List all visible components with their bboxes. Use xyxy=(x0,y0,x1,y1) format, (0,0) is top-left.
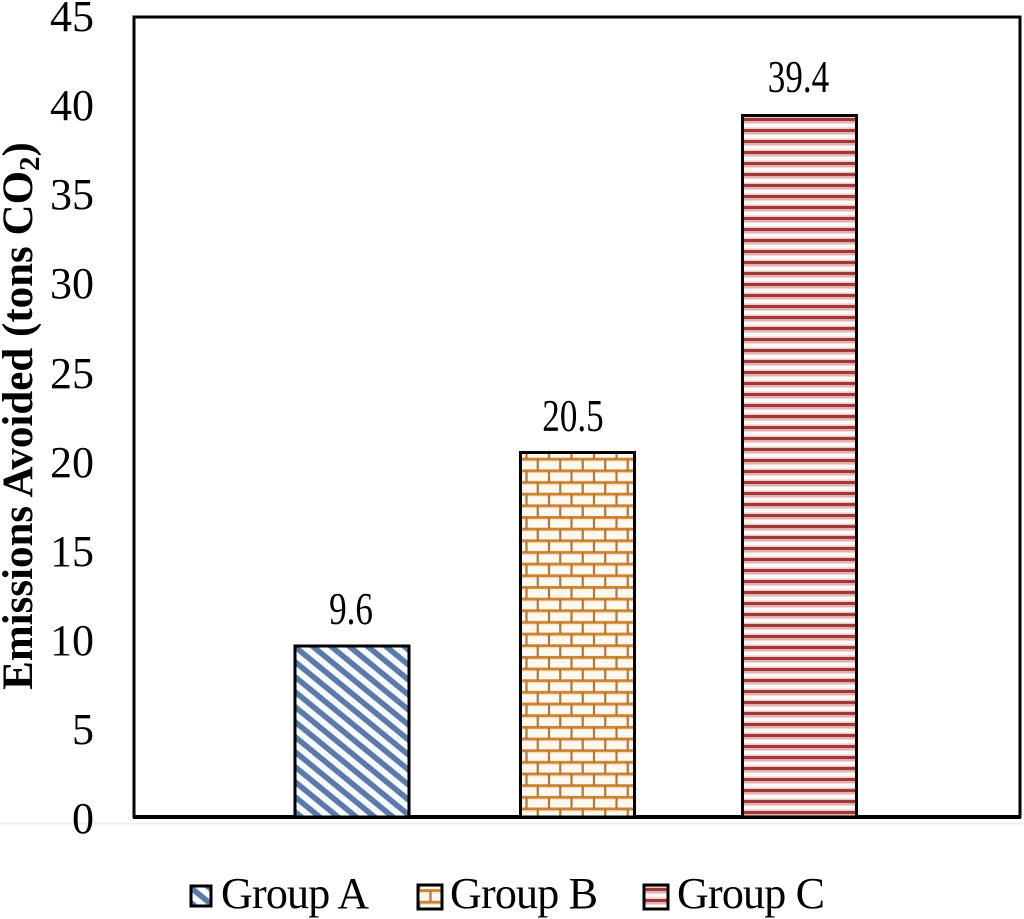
svg-text:9.6: 9.6 xyxy=(329,584,373,634)
svg-text:39.4: 39.4 xyxy=(768,52,829,102)
svg-text:Emissions Avoided (tons CO2): Emissions Avoided (tons CO2) xyxy=(0,142,46,690)
svg-text:Group A: Group A xyxy=(221,869,369,918)
svg-text:20.5: 20.5 xyxy=(542,391,603,441)
svg-text:25: 25 xyxy=(50,349,94,398)
svg-text:10: 10 xyxy=(50,616,94,665)
svg-text:5: 5 xyxy=(72,705,94,754)
svg-text:Group C: Group C xyxy=(677,869,824,918)
svg-text:35: 35 xyxy=(50,170,94,219)
svg-text:15: 15 xyxy=(50,527,94,576)
svg-text:45: 45 xyxy=(50,0,94,41)
svg-text:20: 20 xyxy=(50,438,94,487)
svg-text:30: 30 xyxy=(50,259,94,308)
svg-text:Group B: Group B xyxy=(450,869,597,918)
svg-text:40: 40 xyxy=(50,81,94,130)
svg-text:0: 0 xyxy=(72,794,94,843)
